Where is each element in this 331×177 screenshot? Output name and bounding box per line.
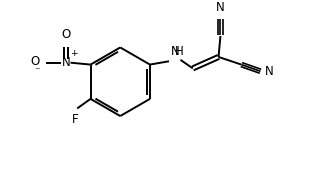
Text: O: O (31, 55, 40, 68)
Text: ⁻: ⁻ (34, 67, 40, 76)
Text: F: F (72, 113, 79, 126)
Text: N: N (216, 1, 225, 14)
Text: H: H (175, 45, 183, 58)
Text: N: N (265, 65, 274, 78)
Text: N: N (171, 45, 180, 58)
Text: +: + (71, 49, 78, 58)
Text: N: N (62, 56, 70, 69)
Text: O: O (61, 28, 71, 41)
